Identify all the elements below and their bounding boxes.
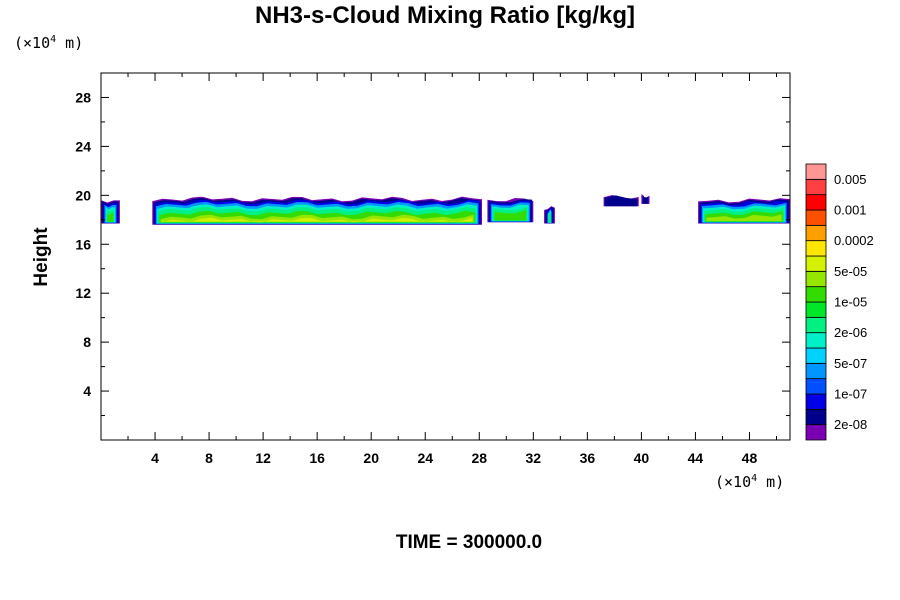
cloud-contour xyxy=(161,217,473,223)
cloud-contour xyxy=(107,213,114,222)
cloud-contour xyxy=(494,210,527,221)
colorbar-swatch xyxy=(805,209,827,226)
colorbar-swatch xyxy=(805,224,827,242)
cloud-band xyxy=(603,195,639,207)
y-tick-label: 28 xyxy=(75,89,91,105)
x-tick-label: 8 xyxy=(205,450,213,466)
plot-frame xyxy=(100,72,791,441)
cloud-contour xyxy=(706,214,782,221)
colorbar-swatch xyxy=(805,378,827,395)
cloud-layer xyxy=(101,194,790,225)
x-tick-label: 16 xyxy=(309,450,325,466)
colorbar-label: 1e-07 xyxy=(834,387,867,402)
x-tick-label: 24 xyxy=(417,450,433,466)
x-tick-label: 32 xyxy=(526,450,542,466)
y-tick-label: 4 xyxy=(83,383,91,399)
x-tick-label: 48 xyxy=(742,450,758,466)
cloud-band xyxy=(544,206,555,224)
colorbar-label: 0.0002 xyxy=(834,233,874,248)
colorbar: 2e-08 1e-07 5e-07 2e-06 1e-05 5e-05 0.0002 0.00… xyxy=(805,163,874,441)
y-tick-label: 24 xyxy=(75,138,91,154)
colorbar-swatch xyxy=(805,255,827,272)
x-axis-unit: (×104 m) xyxy=(715,473,785,491)
colorbar-label: 5e-05 xyxy=(834,264,867,279)
cloud-contour xyxy=(604,195,638,207)
colorbar-swatch xyxy=(805,270,827,288)
y-tick-label: 12 xyxy=(75,285,91,301)
x-tick-label: 36 xyxy=(580,450,596,466)
colorbar-label: 2e-08 xyxy=(834,417,867,432)
colorbar-label: 0.005 xyxy=(834,172,867,187)
cloud-band xyxy=(487,198,534,223)
y-tick-label: 8 xyxy=(83,334,91,350)
cloud-band xyxy=(152,196,483,225)
x-tick-label: 40 xyxy=(634,450,650,466)
colorbar-swatch xyxy=(805,316,827,334)
x-tick-label: 44 xyxy=(688,450,704,466)
y-tick-label: 20 xyxy=(75,187,91,203)
cloud-band xyxy=(101,200,120,224)
colorbar-swatch xyxy=(805,301,827,318)
colorbar-swatch xyxy=(805,424,827,441)
x-tick-label: 4 xyxy=(151,450,159,466)
x-tick-label: 12 xyxy=(255,450,271,466)
chart-title: NH3-s-Cloud Mixing Ratio [kg/kg] xyxy=(255,2,635,29)
cloud-contour xyxy=(547,212,552,223)
colorbar-swatch xyxy=(805,393,827,410)
colorbar-swatch xyxy=(805,332,827,349)
plot-area xyxy=(101,73,790,440)
colorbar-label: 5e-07 xyxy=(834,356,867,371)
colorbar-swatch xyxy=(805,408,827,426)
colorbar-label: 0.001 xyxy=(834,203,867,218)
y-tick-label: 16 xyxy=(75,236,91,252)
colorbar-swatch xyxy=(805,286,827,303)
y-axis-unit: (×104 m) xyxy=(14,34,84,52)
colorbar-label: 2e-06 xyxy=(834,325,867,340)
x-tick-label: 20 xyxy=(363,450,379,466)
time-label: TIME = 300000.0 xyxy=(395,532,543,553)
colorbar-swatch xyxy=(805,163,827,180)
x-tick-label: 28 xyxy=(471,450,487,466)
colorbar-swatch xyxy=(805,362,827,380)
colorbar-swatch xyxy=(805,347,827,364)
colorbar-swatch xyxy=(805,240,827,257)
cloud-contour xyxy=(642,194,649,204)
colorbar-swatch xyxy=(805,178,827,196)
colorbar-swatch xyxy=(805,194,827,211)
colorbar-label: 1e-05 xyxy=(834,295,867,310)
cloud-band xyxy=(641,194,650,204)
cloud-band xyxy=(698,198,790,224)
